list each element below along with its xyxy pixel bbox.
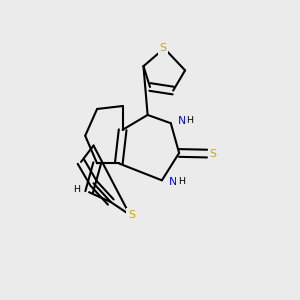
Text: H: H — [73, 185, 80, 194]
Text: S: S — [128, 210, 135, 220]
Text: N: N — [169, 177, 177, 187]
Text: N: N — [178, 116, 186, 126]
Text: H: H — [178, 177, 185, 186]
Text: H: H — [187, 116, 194, 125]
Text: S: S — [209, 148, 216, 159]
Text: S: S — [159, 44, 166, 53]
